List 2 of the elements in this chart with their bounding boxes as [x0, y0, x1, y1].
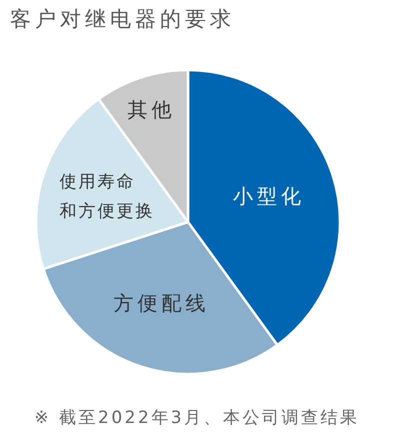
annotation: ※ 截至2022年3月、本公司调查结果 — [34, 408, 360, 428]
title: 客户对继电器的要求 — [10, 7, 235, 31]
